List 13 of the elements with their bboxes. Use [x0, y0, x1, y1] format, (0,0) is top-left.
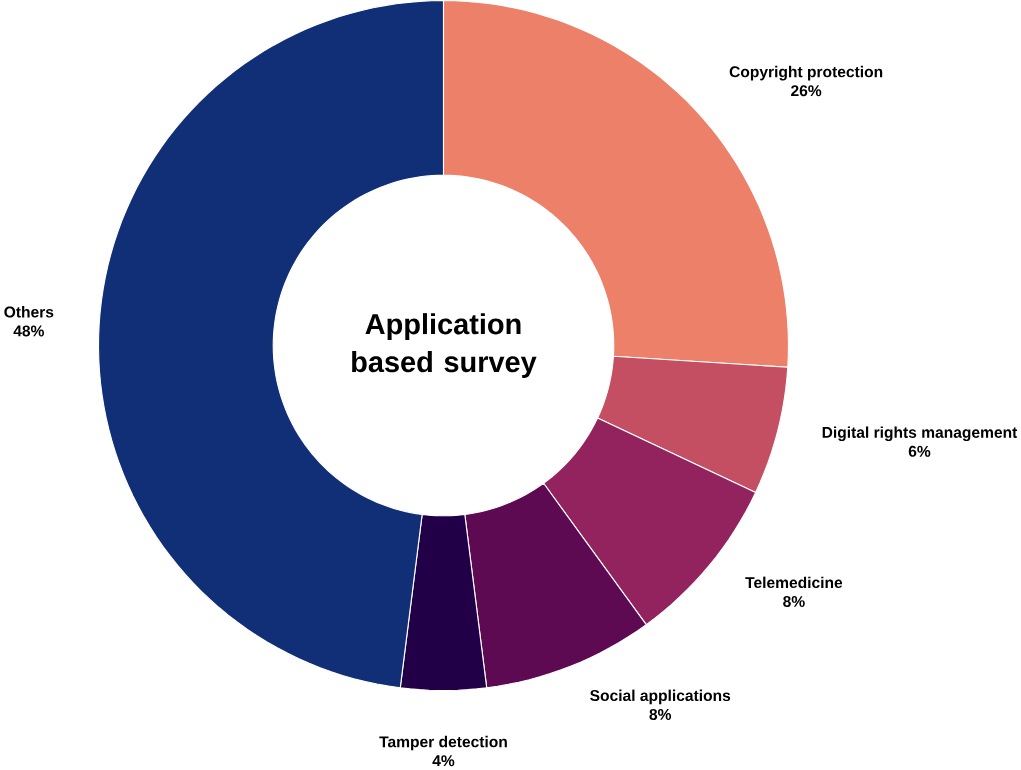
slice-label: Digital rights management — [822, 426, 1018, 442]
data-label: 8% — [649, 708, 672, 721]
data-label: 8% — [783, 596, 805, 608]
slice-label: Telemedicine — [745, 576, 843, 589]
data-label: 26% — [791, 85, 822, 97]
slice-label: Tamper detection — [379, 735, 507, 751]
data-label: 6% — [908, 445, 931, 457]
slice-label: Social applications — [590, 689, 731, 705]
data-label: 48% — [13, 325, 44, 337]
text: Application based survey — [352, 313, 537, 378]
slice-label: Copyright protection — [729, 65, 883, 81]
slice-label: Others — [4, 306, 54, 318]
data-label: 4% — [432, 755, 455, 767]
